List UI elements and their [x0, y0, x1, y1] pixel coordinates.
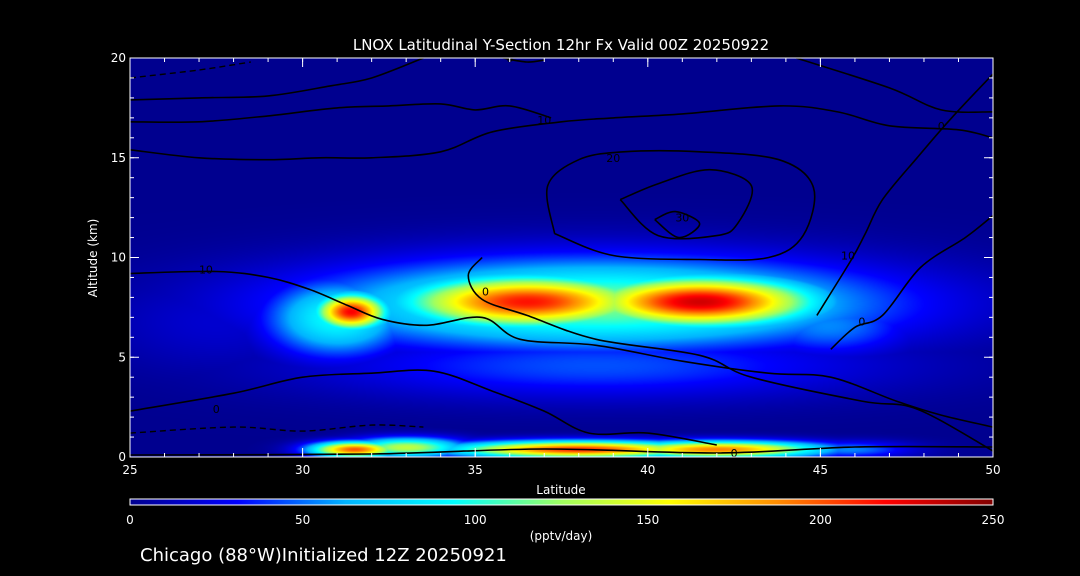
- x-axis: 25 30 35 40 45 50: [122, 58, 1001, 477]
- contour-line-0: [467, 256, 993, 452]
- initialized-footer: Chicago (88°W)Initialized 12Z 20250921: [140, 545, 507, 566]
- contour-line-7: [545, 149, 816, 261]
- colorbar-units: (pptv/day): [530, 529, 593, 543]
- contour-label-0: 0: [482, 285, 489, 298]
- colorbar-tick-label: 200: [809, 513, 832, 527]
- colorbar-tick-label: 250: [982, 513, 1005, 527]
- dashed-contour-1: [130, 61, 251, 79]
- plot-area: 0001001010203000: [130, 58, 993, 460]
- contour-label-2: 0: [213, 403, 220, 416]
- x-tick-label: 35: [468, 463, 483, 477]
- contour-line-6: [130, 105, 993, 161]
- contour-line-1: [130, 445, 993, 456]
- contour-line-5: [816, 73, 993, 316]
- contour-label-7: 20: [606, 152, 620, 165]
- colorbar-tick-label: 150: [636, 513, 659, 527]
- y-tick-label: 10: [111, 251, 126, 265]
- contour-label-12: 0: [938, 120, 945, 133]
- heatmap-field: [130, 58, 993, 457]
- x-axis-label: Latitude: [536, 483, 585, 497]
- contour-label-5: 10: [841, 250, 855, 263]
- contour-line-12: [795, 58, 993, 114]
- y-axis-label: Altitude (km): [86, 219, 100, 298]
- dashed-contour-0: [130, 424, 424, 434]
- contour-label-3: 10: [199, 263, 213, 276]
- contour-label-9: 30: [675, 212, 689, 225]
- x-tick-label: 40: [640, 463, 655, 477]
- contour-line-8: [619, 168, 754, 240]
- contour-line-9: [654, 210, 701, 239]
- contour-line-2: [130, 369, 717, 446]
- contour-label-1: 0: [731, 447, 738, 460]
- contour-label-4: 0: [858, 315, 865, 328]
- contour-line-4: [830, 214, 993, 350]
- y-tick-label: 15: [111, 151, 126, 165]
- colorbar-ticks: 0 50 100 150 200 250: [126, 513, 1004, 527]
- contour-line-3: [130, 270, 993, 428]
- contour-line-13: [502, 58, 545, 63]
- colorbar: 0 50 100 150 200 250: [126, 498, 1004, 527]
- y-tick-label: 0: [118, 450, 126, 464]
- x-tick-label: 25: [122, 463, 137, 477]
- contour-line-11: [130, 102, 552, 124]
- x-tick-label: 45: [813, 463, 828, 477]
- y-tick-label: 5: [118, 350, 126, 364]
- colorbar-gradient: [129, 498, 994, 506]
- contour-lines: 0001001010203000: [130, 58, 993, 460]
- x-tick-label: 30: [295, 463, 310, 477]
- colorbar-tick-label: 100: [464, 513, 487, 527]
- x-tick-label: 50: [985, 463, 1000, 477]
- contour-line-10: [130, 58, 424, 101]
- colorbar-tick-label: 50: [295, 513, 310, 527]
- y-tick-label: 20: [111, 51, 126, 65]
- chart-title: LNOX Latitudinal Y-Section 12hr Fx Valid…: [353, 36, 769, 54]
- colorbar-tick-label: 0: [126, 513, 134, 527]
- y-axis: 0 5 10 15 20: [111, 51, 993, 464]
